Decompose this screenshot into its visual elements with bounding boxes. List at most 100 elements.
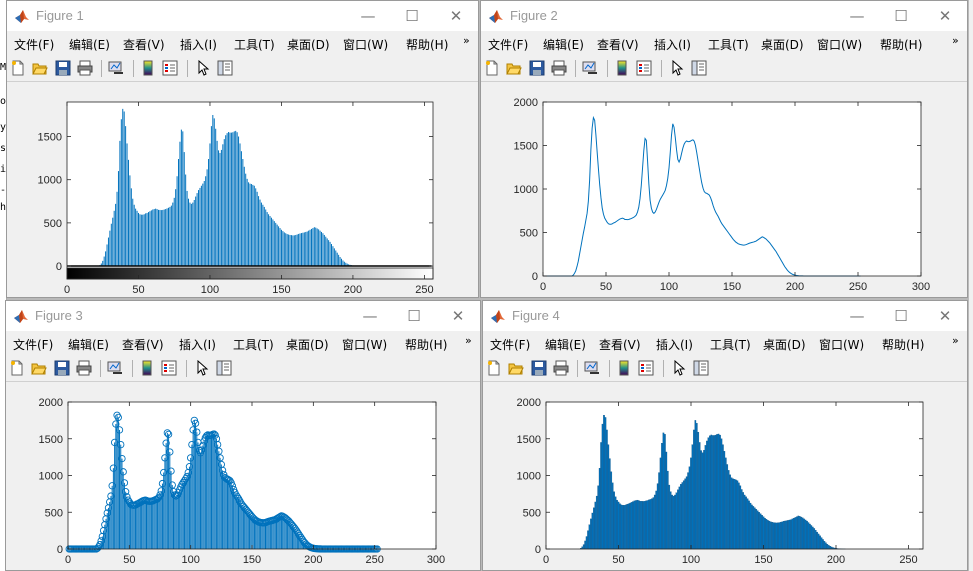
maximize-button[interactable]: ☐ [894,307,908,325]
menu-tools[interactable]: 工具(T) [233,338,274,352]
menu-help[interactable]: 帮助(H) [405,338,448,352]
pointer-icon[interactable] [195,60,211,76]
pointer-icon[interactable] [194,360,210,376]
histogram-bar [653,494,656,550]
save-icon[interactable] [55,60,71,76]
menu-view[interactable]: 查看(V) [597,38,639,52]
pointer-icon[interactable] [671,360,687,376]
menu-file[interactable]: 文件(F) [13,338,54,352]
histogram-bar [738,482,740,550]
menu-help[interactable]: 帮助(H) [880,38,923,52]
menu-tools[interactable]: 工具(T) [234,38,275,52]
title-bar[interactable]: Figure 1 — ☐ ✕ [7,1,478,31]
menu-window[interactable]: 窗口(W) [343,38,389,52]
menu-overflow-chevron-icon[interactable]: » [952,334,959,347]
new-figure-icon[interactable] [486,360,502,376]
print-icon[interactable] [76,360,92,376]
menu-insert[interactable]: 插入(I) [180,38,217,52]
menu-desktop[interactable]: 桌面(D) [286,338,329,352]
figure-1-window[interactable]: Figure 1 — ☐ ✕ 文件(F) 编辑(E) 查看(V) 插入(I) 工具(T)… [6,0,479,298]
print-icon[interactable] [551,60,567,76]
menu-desktop[interactable]: 桌面(D) [287,38,330,52]
close-button[interactable]: ✕ [451,307,465,325]
new-figure-icon[interactable] [9,360,25,376]
histogram-bar [607,444,610,550]
close-button[interactable]: ✕ [449,7,463,25]
close-button[interactable]: ✕ [938,7,952,25]
minimize-button[interactable]: — [360,7,376,25]
print-icon[interactable] [553,360,569,376]
menu-file[interactable]: 文件(F) [490,338,531,352]
menu-tools[interactable]: 工具(T) [710,338,751,352]
legend-icon[interactable] [161,360,177,376]
title-bar[interactable]: Figure 4 — ☐ ✕ [483,301,967,331]
maximize-button[interactable]: ☐ [407,307,421,325]
menu-edit[interactable]: 编辑(E) [543,38,584,52]
title-bar[interactable]: Figure 3 — ☐ ✕ [6,301,480,331]
menu-overflow-chevron-icon[interactable]: » [952,34,959,47]
menu-help[interactable]: 帮助(H) [882,338,925,352]
open-file-icon[interactable] [32,60,48,76]
legend-icon[interactable] [638,360,654,376]
menu-help[interactable]: 帮助(H) [406,38,449,52]
colorbar-icon[interactable] [140,60,156,76]
menu-overflow-chevron-icon[interactable]: » [463,34,470,47]
histogram-bar [601,423,604,550]
histogram-bar [752,506,755,550]
maximize-button[interactable]: ☐ [894,7,908,25]
open-file-icon[interactable] [506,60,522,76]
title-bar[interactable]: Figure 2 — ☐ ✕ [481,1,967,31]
menu-view[interactable]: 查看(V) [599,338,641,352]
legend-icon[interactable] [636,60,652,76]
menu-edit[interactable]: 编辑(E) [69,38,110,52]
maximize-button[interactable]: ☐ [405,7,419,25]
figure-3-window[interactable]: Figure 3 — ☐ ✕ 文件(F) 编辑(E) 查看(V) 插入(I) 工具(T)… [5,300,481,571]
figure-2-window[interactable]: Figure 2 — ☐ ✕ 文件(F) 编辑(E) 查看(V) 插入(I) 工具(T)… [480,0,968,298]
figure-4-window[interactable]: Figure 4 — ☐ ✕ 文件(F) 编辑(E) 查看(V) 插入(I) 工具(T)… [482,300,968,571]
menu-insert[interactable]: 插入(I) [179,338,216,352]
menu-overflow-chevron-icon[interactable]: » [465,334,472,347]
link-plot-icon[interactable] [107,360,123,376]
histogram-bar [774,522,776,550]
property-editor-icon[interactable] [217,60,233,76]
property-editor-icon[interactable] [216,360,232,376]
pointer-icon[interactable] [669,60,685,76]
new-figure-icon[interactable] [10,60,26,76]
minimize-button[interactable]: — [849,307,865,325]
menu-window[interactable]: 窗口(W) [342,338,388,352]
new-figure-icon[interactable] [484,60,500,76]
link-plot-icon[interactable] [584,360,600,376]
minimize-button[interactable]: — [849,7,865,25]
menu-window[interactable]: 窗口(W) [819,338,865,352]
menu-file[interactable]: 文件(F) [14,38,55,52]
menu-desktop[interactable]: 桌面(D) [761,38,804,52]
property-editor-icon[interactable] [693,360,709,376]
menu-tools[interactable]: 工具(T) [708,38,749,52]
save-icon[interactable] [54,360,70,376]
menu-view[interactable]: 查看(V) [122,338,164,352]
property-editor-icon[interactable] [691,60,707,76]
histogram-bar [739,485,742,550]
open-file-icon[interactable] [508,360,524,376]
menu-edit[interactable]: 编辑(E) [545,338,586,352]
save-icon[interactable] [531,360,547,376]
menu-view[interactable]: 查看(V) [123,38,165,52]
menu-window[interactable]: 窗口(W) [817,38,863,52]
colorbar-icon[interactable] [616,360,632,376]
menu-edit[interactable]: 编辑(E) [68,338,109,352]
menu-desktop[interactable]: 桌面(D) [763,338,806,352]
open-file-icon[interactable] [31,360,47,376]
legend-icon[interactable] [162,60,178,76]
menu-insert[interactable]: 插入(I) [654,38,691,52]
colorbar-icon[interactable] [614,60,630,76]
histogram-bar [717,433,720,550]
close-button[interactable]: ✕ [938,307,952,325]
link-plot-icon[interactable] [108,60,124,76]
menu-insert[interactable]: 插入(I) [656,338,693,352]
colorbar-icon[interactable] [139,360,155,376]
menu-file[interactable]: 文件(F) [488,38,529,52]
save-icon[interactable] [529,60,545,76]
print-icon[interactable] [77,60,93,76]
minimize-button[interactable]: — [362,307,378,325]
link-plot-icon[interactable] [582,60,598,76]
